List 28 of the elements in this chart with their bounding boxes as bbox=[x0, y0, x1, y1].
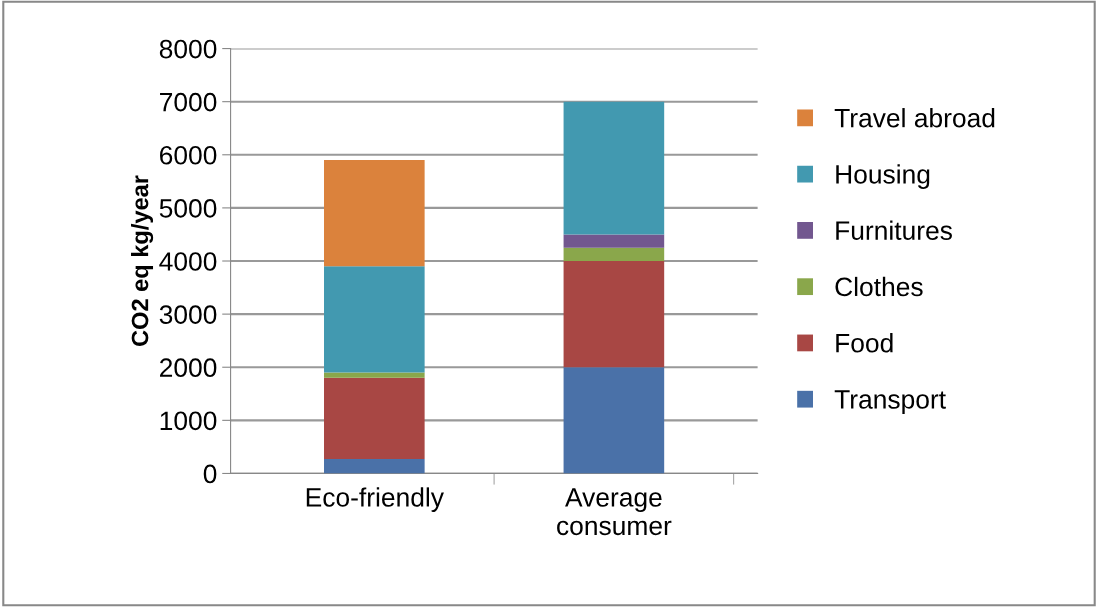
legend-label: Furnitures bbox=[836, 220, 952, 240]
legend-label: Housing bbox=[836, 164, 930, 189]
y-tick-label: 2000 bbox=[160, 358, 217, 378]
bar bbox=[324, 160, 425, 267]
bar bbox=[324, 377, 425, 460]
bar bbox=[324, 266, 425, 373]
bar bbox=[563, 261, 665, 368]
bar bbox=[563, 247, 665, 262]
y-tick-label: 8000 bbox=[159, 39, 217, 59]
y-tick-label: 6000 bbox=[160, 145, 217, 165]
legend-label: Travel abroad bbox=[834, 108, 995, 128]
y-tick-label: 1000 bbox=[160, 411, 217, 431]
bar bbox=[324, 372, 425, 378]
y-tick-label: 3000 bbox=[159, 305, 217, 324]
bar bbox=[563, 367, 665, 474]
y-axis-title: CO2 eq kg/year bbox=[131, 175, 154, 346]
legend-label: Food bbox=[836, 333, 893, 353]
legend-label: Clothes bbox=[835, 276, 923, 297]
x-tick-label: Eco-friendly bbox=[306, 487, 444, 512]
bar bbox=[563, 234, 665, 248]
y-tick-label: 7000 bbox=[160, 92, 217, 112]
legend-label: Transport bbox=[834, 390, 946, 414]
bar bbox=[324, 459, 425, 474]
y-tick-label: 4000 bbox=[159, 252, 217, 271]
y-tick-label: 0 bbox=[203, 464, 217, 484]
bar bbox=[563, 101, 665, 235]
y-tick-label: 5000 bbox=[159, 199, 217, 218]
x-tick-label: Average consumer bbox=[557, 488, 672, 536]
